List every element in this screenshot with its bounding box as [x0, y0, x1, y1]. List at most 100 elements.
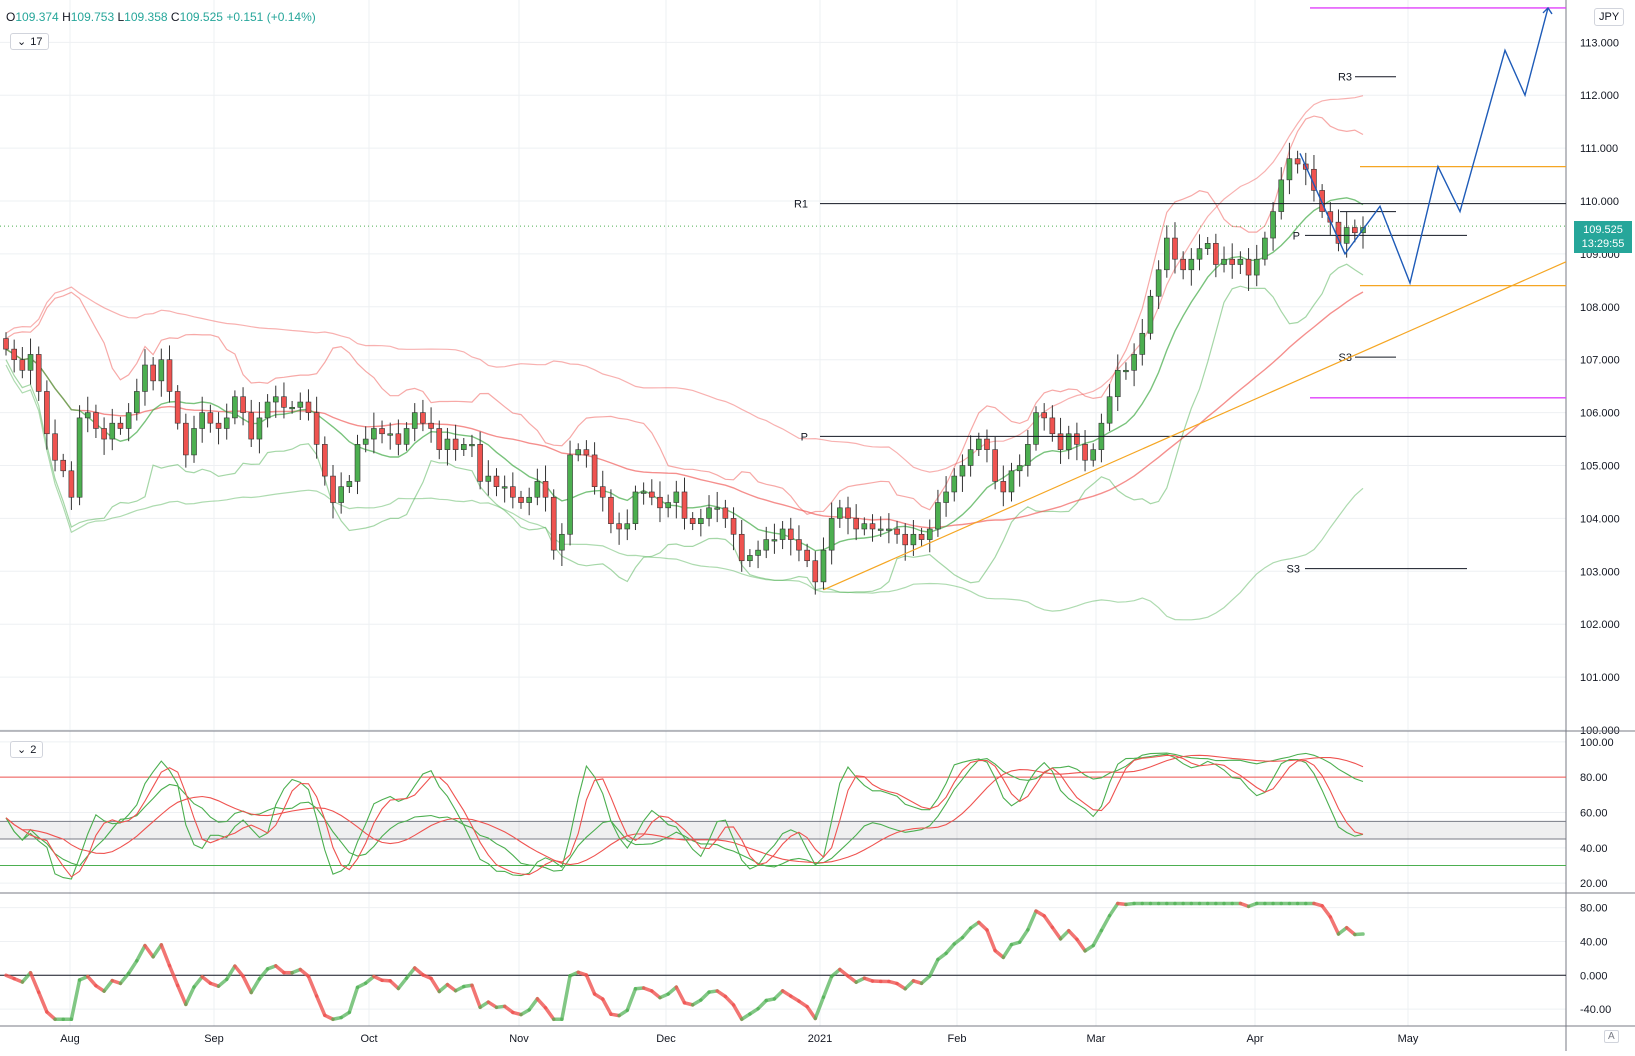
- x-tick-label: Apr: [1246, 1033, 1263, 1045]
- candle-down: [330, 476, 335, 502]
- oscillator-y-tick-label: 80.00: [1580, 772, 1608, 784]
- candle-up: [756, 550, 761, 555]
- candle-up: [952, 476, 957, 492]
- momentum-segment: [1330, 917, 1338, 934]
- candle-down: [12, 349, 17, 360]
- candle-down: [61, 460, 66, 471]
- y-tick-label: 104.000: [1580, 513, 1620, 525]
- candle-up: [764, 540, 769, 551]
- candle-down: [895, 529, 900, 534]
- momentum-segment: [807, 1007, 815, 1019]
- indicator-collapse-button[interactable]: ⌄ 17: [10, 33, 49, 50]
- candle-up: [1262, 238, 1267, 259]
- candle-down: [845, 508, 850, 519]
- momentum-segment: [1069, 931, 1077, 940]
- candle-up: [363, 439, 368, 444]
- candle-up: [829, 518, 834, 550]
- candle-up: [1140, 333, 1145, 354]
- candle-up: [1009, 471, 1014, 492]
- momentum-y-tick-label: 0.000: [1580, 970, 1608, 982]
- candle-down: [44, 391, 49, 433]
- momentum-segment: [725, 997, 733, 1005]
- candle-down: [437, 428, 442, 449]
- candle-down: [870, 524, 875, 529]
- x-tick-label: Sep: [204, 1033, 224, 1045]
- candle-down: [208, 413, 213, 424]
- candle-down: [584, 450, 589, 455]
- candle-up: [1189, 259, 1194, 270]
- candle-down: [175, 391, 180, 423]
- candle-up: [527, 497, 532, 502]
- candle-up: [142, 365, 147, 391]
- momentum-segment: [562, 976, 570, 1019]
- candle-down: [813, 561, 818, 582]
- candle-down: [731, 518, 736, 534]
- momentum-segment: [178, 985, 186, 1004]
- candle-down: [118, 423, 123, 428]
- candle-up: [576, 450, 581, 455]
- auto-scale-button[interactable]: A: [1604, 1030, 1619, 1043]
- momentum-segment: [137, 946, 145, 961]
- oscillator-y-tick-label: 100.00: [1580, 737, 1614, 749]
- candle-up: [273, 397, 278, 402]
- ohlc-high-value: 109.753: [71, 10, 114, 24]
- chevron-down-icon: ⌄: [17, 35, 26, 48]
- candle-up: [944, 492, 949, 503]
- momentum-segment: [627, 989, 635, 1011]
- candle-up: [469, 444, 474, 446]
- momentum-segment: [529, 999, 537, 1010]
- momentum-segment: [227, 966, 235, 979]
- candle-down: [167, 360, 172, 392]
- currency-button[interactable]: JPY: [1594, 8, 1624, 26]
- candle-up: [935, 503, 940, 529]
- momentum-segment: [129, 961, 137, 974]
- y-tick-label: 101.000: [1580, 672, 1620, 684]
- candle-up: [298, 402, 303, 407]
- candle-up: [290, 407, 295, 409]
- candle-down: [241, 397, 246, 413]
- candle-up: [257, 418, 262, 439]
- momentum-segment: [586, 975, 594, 994]
- momentum-segment: [431, 978, 439, 991]
- ohlc-high-label: H: [62, 10, 71, 24]
- candle-down: [4, 339, 9, 350]
- neutral-zone: [0, 821, 1566, 839]
- candle-up: [1164, 238, 1169, 270]
- candle-up: [666, 503, 671, 508]
- x-tick-label: May: [1398, 1033, 1419, 1045]
- candle-up: [355, 444, 360, 481]
- chevron-down-icon: ⌄: [17, 743, 26, 756]
- candle-up: [821, 550, 826, 582]
- candle-up: [28, 354, 33, 370]
- candle-down: [322, 444, 327, 476]
- pivot-s3-label: S3: [1339, 352, 1352, 364]
- momentum-segment: [1003, 945, 1011, 958]
- oscillator-collapse-button[interactable]: ⌄ 2: [10, 741, 43, 758]
- candle-up: [388, 434, 393, 436]
- candle-down: [249, 413, 254, 439]
- candle-up: [927, 529, 932, 540]
- candle-down: [600, 487, 605, 498]
- candle-up: [445, 439, 450, 450]
- candle-up: [404, 428, 409, 444]
- candle-up: [159, 360, 164, 381]
- momentum-segment: [104, 981, 112, 992]
- momentum-segment: [194, 977, 202, 987]
- candle-down: [723, 508, 728, 519]
- oscillator-y-tick-label: 20.00: [1580, 878, 1608, 890]
- x-tick-label: 2021: [808, 1033, 832, 1045]
- momentum-segment: [317, 996, 325, 1015]
- momentum-segment: [71, 980, 79, 1019]
- x-tick-label: Nov: [509, 1033, 529, 1045]
- candle-down: [592, 455, 597, 487]
- candle-up: [412, 413, 417, 429]
- candle-up: [715, 508, 720, 510]
- x-tick-label: Dec: [656, 1033, 676, 1045]
- candle-up: [1123, 370, 1128, 372]
- candle-down: [1181, 259, 1186, 270]
- candle-down: [1001, 481, 1006, 492]
- candle-up: [85, 413, 90, 418]
- momentum-segment: [186, 987, 194, 1004]
